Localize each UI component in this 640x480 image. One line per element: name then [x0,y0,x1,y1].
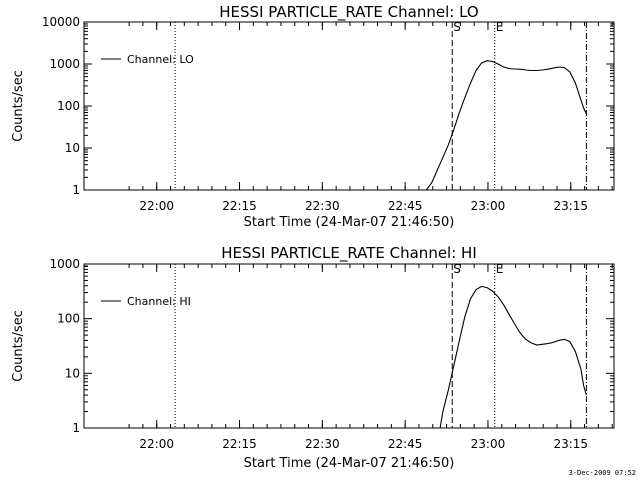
x-tick-label: 22:15 [222,199,257,213]
y-tick-label: 10000 [42,15,80,29]
x-axis-label: Start Time (24-Mar-07 21:46:50) [244,215,455,230]
x-tick-label: 23:00 [471,199,506,213]
x-axis-label: Start Time (24-Mar-07 21:46:50) [244,456,455,471]
y-axis-label: Counts/sec [11,310,26,382]
x-tick-label: 22:30 [305,437,340,451]
plot-frame [83,263,615,429]
y-tick-label: 100 [57,99,80,113]
marker-label: E [496,262,504,276]
plot-frame [83,21,615,191]
y-tick-label: 10 [65,366,80,380]
series-line [425,60,587,191]
timestamp-label: 3-Dec-2009 07:52 [568,469,636,477]
chart-title: HESSI PARTICLE_RATE Channel: HI [221,244,477,263]
x-tick-label: 23:15 [553,199,588,213]
x-tick-label: 22:15 [222,437,257,451]
y-tick-label: 1000 [49,257,80,271]
x-tick-label: 22:45 [388,199,423,213]
x-tick-label: 23:15 [553,437,588,451]
y-tick-label: 100 [57,312,80,326]
y-tick-label: 1 [72,183,80,197]
x-tick-label: 22:30 [305,199,340,213]
marker-label: S [453,20,461,34]
x-tick-label: 22:00 [139,199,174,213]
legend-label: Channel: LO [127,53,194,66]
y-tick-label: 10 [65,141,80,155]
x-tick-label: 22:00 [139,437,174,451]
y-tick-label: 1000 [49,57,80,71]
legend-label: Channel: HI [127,295,191,308]
x-tick-label: 23:00 [471,437,506,451]
y-axis-label: Counts/sec [11,70,26,142]
marker-label: E [496,20,504,34]
series-line [439,285,587,429]
y-tick-label: 1 [72,421,80,435]
marker-label: S [453,262,461,276]
x-tick-label: 22:45 [388,437,423,451]
chart-title: HESSI PARTICLE_RATE Channel: LO [219,3,478,22]
